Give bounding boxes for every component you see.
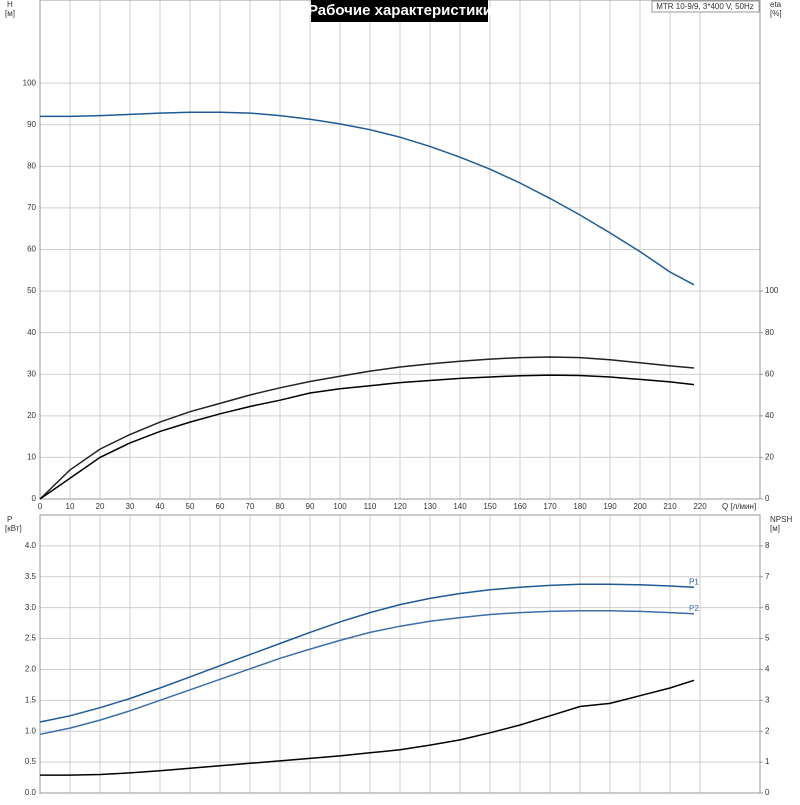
y-tick-label: 20 <box>27 411 36 420</box>
x-tick-label: 170 <box>543 502 557 511</box>
curve <box>40 679 695 776</box>
x-tick-label: 150 <box>483 502 497 511</box>
y-tick-label: 2.0 <box>25 665 37 674</box>
y-tick-label: 30 <box>27 369 36 378</box>
y2-tick-label: 0 <box>765 788 770 797</box>
x-tick-label: 130 <box>423 502 437 511</box>
x-tick-label: 120 <box>393 502 407 511</box>
x-tick-label: 80 <box>276 502 285 511</box>
x-tick-label: 50 <box>186 502 195 511</box>
y2-tick-label: 2 <box>765 726 770 735</box>
x-tick-label: 10 <box>66 502 75 511</box>
y2-tick-label: 3 <box>765 695 770 704</box>
x-tick-label: 140 <box>453 502 467 511</box>
info-box <box>651 0 760 13</box>
x-tick-label: 100 <box>333 502 347 511</box>
y-tick-label: 40 <box>27 328 36 337</box>
y-tick-label: 80 <box>27 161 36 170</box>
curve <box>40 111 695 286</box>
info-text: MTR 10-9/9, 3*400 V, 50Hz <box>656 2 754 11</box>
x-tick-label: 200 <box>633 502 647 511</box>
y2-tick-label: 6 <box>765 603 770 612</box>
x-tick-label: 90 <box>306 502 315 511</box>
y-axis-unit: [кВт] <box>5 524 22 533</box>
y2-tick-label: 8 <box>765 541 770 550</box>
curve-label: P2 <box>689 604 699 613</box>
y2-tick-label: 7 <box>765 572 770 581</box>
x-tick-label: 220 <box>693 502 707 511</box>
y-tick-label: 50 <box>27 286 36 295</box>
curve <box>39 610 695 736</box>
y-tick-label: 1.0 <box>25 726 37 735</box>
title-box <box>311 0 488 22</box>
y2-tick-label: 20 <box>765 453 774 462</box>
y-tick-label: 3.5 <box>25 572 37 581</box>
y2-tick-label: 100 <box>765 286 779 295</box>
y-axis-unit: [м] <box>5 9 15 18</box>
x-tick-label: 30 <box>126 502 135 511</box>
x-tick-label: 190 <box>603 502 617 511</box>
y2-tick-label: 1 <box>765 757 770 766</box>
y-axis-label: P <box>7 515 12 524</box>
x-tick-label: 0 <box>38 502 43 511</box>
y2-axis-unit: [%] <box>770 9 782 18</box>
y-tick-label: 0.0 <box>25 788 37 797</box>
x-axis-label: Q [л/мин] <box>722 502 756 511</box>
y-tick-label: 90 <box>27 120 36 129</box>
y2-tick-label: 80 <box>765 328 774 337</box>
y2-axis-unit: [м] <box>770 524 780 533</box>
y-tick-label: 3.0 <box>25 603 37 612</box>
x-tick-label: 70 <box>246 502 255 511</box>
plot-frame <box>39 514 761 794</box>
x-tick-label: 110 <box>364 502 377 511</box>
y-tick-label: 10 <box>27 453 36 462</box>
x-tick-label: 60 <box>216 502 225 511</box>
curve <box>39 583 695 723</box>
chart-title: Рабочие характеристики <box>308 2 492 19</box>
y2-tick-label: 4 <box>765 665 770 674</box>
y-tick-label: 70 <box>27 203 36 212</box>
y-tick-label: 100 <box>23 78 37 87</box>
y-tick-label: 1.5 <box>25 695 37 704</box>
plot-frame <box>39 0 761 500</box>
y-tick-label: 60 <box>27 245 36 254</box>
y2-tick-label: 60 <box>765 369 774 378</box>
curve-label: P1 <box>689 577 699 586</box>
x-tick-label: 160 <box>513 502 527 511</box>
x-tick-label: 210 <box>663 502 677 511</box>
x-tick-label: 180 <box>573 502 587 511</box>
y-tick-label: 2.5 <box>25 634 37 643</box>
y-axis-label: H <box>7 0 13 9</box>
x-tick-label: 40 <box>156 502 165 511</box>
y-tick-label: 0 <box>32 494 37 503</box>
y2-axis-label: NPSH <box>770 515 792 524</box>
curve <box>39 356 695 500</box>
y2-axis-label: eta <box>770 0 782 9</box>
y2-tick-label: 40 <box>765 411 774 420</box>
y2-tick-label: 5 <box>765 634 770 643</box>
y-tick-label: 4.0 <box>25 541 37 550</box>
y-tick-label: 0.5 <box>25 757 37 766</box>
y2-tick-label: 0 <box>765 494 770 503</box>
curve <box>39 374 695 500</box>
x-tick-label: 20 <box>96 502 105 511</box>
